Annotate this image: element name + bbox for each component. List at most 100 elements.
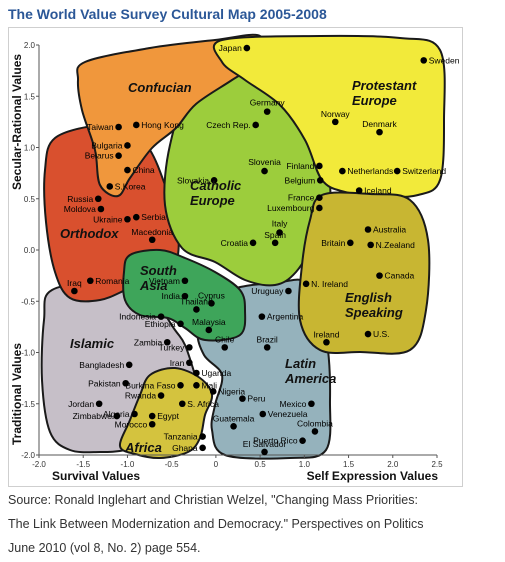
point-label-switzerland: Switzerland — [402, 166, 446, 176]
point-label-australia: Australia — [373, 225, 406, 235]
point-label-iran: Iran — [170, 358, 185, 368]
point-turkey — [186, 344, 193, 351]
point-label-brazil: Brazil — [257, 334, 278, 344]
y-tick-label: 0.5 — [24, 195, 36, 204]
point-label-n-ireland: N. Ireland — [311, 279, 348, 289]
x-tick-label: 0.5 — [255, 460, 267, 469]
point-spain — [271, 239, 279, 247]
point-el-salvador — [261, 448, 268, 456]
region-label-catholic-europe: Catholic Europe — [190, 178, 242, 208]
point-label-el-salvador: El Salvador — [243, 439, 287, 449]
caption-line-1: Source: Ronald Inglehart and Christian W… — [8, 493, 418, 507]
caption-line-3: June 2010 (vol 8, No. 2) page 554. — [8, 541, 201, 555]
point-iran — [186, 359, 193, 367]
y-tick-label: 1.0 — [24, 144, 36, 153]
point-czech-rep- — [252, 121, 259, 129]
point-label-macedonia: Macedonia — [131, 227, 173, 237]
point-label-s-africa: S. Africa — [187, 399, 219, 409]
point-hong-kong — [132, 121, 140, 129]
point-nigeria — [209, 388, 217, 395]
point-croatia — [249, 239, 257, 247]
point-label-india: India — [161, 291, 180, 301]
x-tick-label: 1.5 — [343, 460, 355, 469]
x-tick-label: -1.5 — [76, 460, 90, 469]
y-axis-label-top: Secular-Rational Values — [10, 54, 24, 190]
point-label-spain: Spain — [264, 230, 286, 240]
region-label-latin-america: Latin America — [284, 356, 336, 386]
point-label-uganda: Uganda — [201, 368, 231, 378]
point-britain — [347, 239, 354, 247]
point-label-netherlands: Netherlands — [347, 166, 393, 176]
point-label-n-zealand: N.Zealand — [376, 240, 415, 250]
point-label-algeria: Algeria — [103, 409, 130, 419]
region-africa — [118, 366, 214, 460]
point-ghana — [199, 444, 206, 452]
point-label-italy: Italy — [272, 219, 288, 229]
point-tanzania — [199, 433, 206, 440]
point-label-bangladesh: Bangladesh — [79, 360, 124, 370]
point-label-serbia: Serbia — [141, 212, 166, 222]
point-chile — [221, 344, 229, 351]
y-tick-label: -0.5 — [21, 297, 35, 306]
point-label-chile: Chile — [215, 334, 235, 344]
point-label-hong-kong: Hong Kong — [141, 120, 184, 130]
y-tick-label: -2.0 — [21, 451, 35, 460]
point-puerto-rico — [299, 437, 306, 444]
point-venezuela — [259, 410, 267, 418]
point-label-uruguay: Uruguay — [251, 286, 284, 296]
point-guatemala — [230, 423, 237, 430]
point-iraq — [71, 287, 78, 295]
point-label-ghana: Ghana — [172, 443, 198, 453]
point-bulgaria — [124, 142, 131, 149]
x-tick-label: -1.0 — [121, 460, 135, 469]
region-label-confucian: Confucian — [128, 80, 192, 95]
region-label-south-asia: South Asia — [139, 263, 177, 293]
point-label-indonesia: Indonesia — [119, 312, 156, 322]
point-australia — [364, 226, 372, 233]
y-tick-label: 0.0 — [24, 246, 36, 255]
point-morocco — [148, 420, 156, 428]
point-label-belgium: Belgium — [285, 175, 316, 185]
point-label-ireland: Ireland — [313, 329, 339, 339]
point-label-mali: Mali — [201, 380, 217, 390]
point-label-slovenia: Slovenia — [248, 157, 281, 167]
point-label-venezuela: Venezuela — [268, 409, 308, 419]
point-label-norway: Norway — [321, 109, 351, 119]
point-rwanda — [157, 392, 165, 399]
point-n-ireland — [302, 280, 310, 288]
point-taiwan — [115, 123, 122, 131]
point-argentina — [258, 313, 266, 320]
point-bangladesh — [125, 361, 133, 369]
region-label-islamic: Islamic — [70, 336, 115, 351]
region-english-speaking — [297, 191, 431, 355]
point-label-burkina-faso: Burkina Faso — [125, 380, 175, 390]
point-switzerland — [393, 167, 401, 175]
region-label-protestant-europe: Protestant Europe — [352, 78, 417, 108]
point-netherlands — [339, 167, 346, 175]
point-colombia — [311, 428, 319, 435]
x-tick-label: 2.0 — [387, 460, 399, 469]
page-title: The World Value Survey Cultural Map 2005… — [8, 6, 327, 22]
point-label-egypt: Egypt — [157, 411, 179, 421]
x-axis-label-left: Survival Values — [52, 469, 140, 483]
point-label-britain: Britain — [321, 238, 345, 248]
y-tick-label: 1.5 — [24, 92, 36, 101]
region-label-layer: Islamic Latin America Orthodox Catholic Europ… — [60, 78, 417, 455]
point-serbia — [132, 213, 140, 221]
y-tick-label: 2.0 — [24, 41, 36, 50]
y-axis-label-bottom: Traditional Values — [10, 343, 24, 445]
point-label-canada: Canada — [385, 271, 415, 281]
point-label-jordan: Jordan — [68, 399, 94, 409]
point-label-rwanda: Rwanda — [125, 391, 156, 401]
point-uruguay — [285, 287, 292, 295]
point-label-colombia: Colombia — [297, 418, 333, 428]
point-label-mexico: Mexico — [279, 399, 306, 409]
point-label-iraq: Iraq — [67, 278, 82, 288]
point-label-moldova: Moldova — [64, 204, 96, 214]
y-tick-label: -1.0 — [21, 349, 35, 358]
point-label-zambia: Zambia — [134, 337, 163, 347]
point-label-argentina: Argentina — [267, 312, 304, 322]
point-brazil — [263, 344, 271, 351]
point-slovenia — [261, 167, 268, 175]
point-luxembourg — [316, 204, 323, 212]
